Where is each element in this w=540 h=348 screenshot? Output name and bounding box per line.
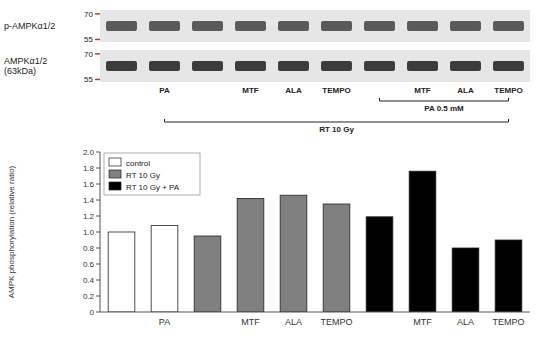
bar	[280, 195, 307, 312]
blot-band	[407, 61, 438, 71]
blot-band	[278, 21, 309, 31]
y-tick-label: 2.0	[83, 148, 95, 157]
y-tick-label: 0.8	[83, 244, 95, 253]
y-tick-label: 1.0	[83, 228, 95, 237]
x-tick-label: TEMPO	[492, 317, 524, 327]
x-tick-label: ALA	[457, 317, 474, 327]
blot-band	[192, 21, 223, 31]
y-tick	[96, 168, 100, 169]
y-tick	[96, 152, 100, 153]
bar	[194, 236, 221, 312]
chart: p-AMPKα1/2 70 55 AMPKα1/2(63kDa) 70 55 PA MTF AL…	[0, 0, 540, 348]
blot-lane-label: TEMPO	[322, 86, 350, 95]
y-tick	[96, 248, 100, 249]
bracket	[380, 98, 509, 101]
blot-band	[321, 21, 352, 31]
blot-band	[493, 21, 524, 31]
y-tick-label: 0.4	[83, 276, 95, 285]
blot-band	[106, 61, 137, 71]
legend-frame	[104, 153, 200, 195]
legend-label: RT 10 Gy + PA	[126, 183, 180, 192]
blot-row-label-line: AMPKα1/2	[4, 56, 47, 66]
blot-row-label: p-AMPKα1/2	[4, 21, 55, 31]
legend-swatch	[109, 158, 121, 166]
blot-strip	[100, 10, 530, 42]
blot-band	[149, 21, 180, 31]
x-tick-label: MTF	[413, 317, 432, 327]
blot-strip	[100, 50, 530, 82]
blot-lane-label: PA	[159, 86, 170, 95]
y-tick	[96, 232, 100, 233]
blot-band	[235, 61, 266, 71]
y-tick	[96, 280, 100, 281]
blot-lane-label: ALA	[285, 86, 302, 95]
blot-lane-label: ALA	[457, 86, 474, 95]
blot-band	[106, 21, 137, 31]
marker-tick	[95, 53, 100, 55]
bar	[237, 198, 264, 312]
marker-tick	[95, 39, 100, 41]
y-tick-label: 1.2	[83, 212, 95, 221]
blot-band	[493, 61, 524, 71]
blot-row-label-line: p-AMPKα1/2	[4, 21, 55, 31]
blot-row-label-line: (63kDa)	[4, 66, 36, 76]
legend-swatch	[109, 182, 121, 190]
y-tick-label: 1.8	[83, 164, 95, 173]
blot-band	[321, 61, 352, 71]
marker-label: 55	[84, 35, 93, 44]
blot-lane-label: MTF	[242, 86, 259, 95]
x-tick-label: PA	[159, 317, 170, 327]
y-tick-label: 0.2	[83, 292, 95, 301]
legend: control RT 10 Gy RT 10 Gy + PA	[104, 153, 200, 195]
blot-band	[192, 61, 223, 71]
x-tick-label: MTF	[241, 317, 260, 327]
bar	[151, 226, 178, 312]
blot-row-label: AMPKα1/2(63kDa)	[4, 56, 47, 76]
blot-lane-label: TEMPO	[494, 86, 522, 95]
y-tick	[96, 200, 100, 201]
y-axis	[100, 152, 101, 312]
y-tick-label: 0.6	[83, 260, 95, 269]
marker-tick	[95, 79, 100, 81]
legend-swatch	[109, 170, 121, 178]
y-tick-label: 1.4	[83, 196, 95, 205]
legend-label: control	[126, 159, 150, 168]
y-tick	[96, 216, 100, 217]
blot-lane-label: MTF	[414, 86, 431, 95]
y-tick-label: 0	[90, 308, 95, 317]
y-tick	[96, 296, 100, 297]
bar	[323, 204, 350, 312]
legend-label: RT 10 Gy	[126, 171, 160, 180]
bar	[495, 240, 522, 312]
blot-band	[235, 21, 266, 31]
x-axis	[100, 312, 530, 313]
y-tick-label: 1.6	[83, 180, 95, 189]
marker-tick	[95, 13, 100, 15]
bar	[108, 232, 135, 312]
marker-label: 55	[84, 75, 93, 84]
marker-label: 70	[84, 50, 93, 59]
y-tick	[96, 312, 100, 313]
blot-band	[450, 21, 481, 31]
bracket-label: PA 0.5 mM	[424, 104, 464, 113]
blot-band	[450, 61, 481, 71]
bar	[366, 217, 393, 312]
bar	[452, 248, 479, 312]
blot-band	[149, 61, 180, 71]
marker-label: 70	[84, 10, 93, 19]
y-axis-label: AMPK phosphorylation (relative ratio)	[7, 165, 16, 298]
blot-band	[407, 21, 438, 31]
y-tick	[96, 184, 100, 185]
x-tick-label: ALA	[285, 317, 302, 327]
y-tick	[96, 264, 100, 265]
bracket-label: RT 10 Gy	[319, 125, 354, 134]
blot-band	[364, 61, 395, 71]
blot-band	[278, 61, 309, 71]
bracket	[165, 119, 509, 122]
x-tick-label: TEMPO	[320, 317, 352, 327]
blot-band	[364, 21, 395, 31]
bar	[409, 171, 436, 312]
